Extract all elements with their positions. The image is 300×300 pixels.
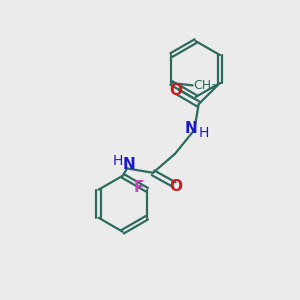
Text: N: N [185, 122, 198, 136]
Text: CH₃: CH₃ [194, 79, 217, 92]
Text: O: O [169, 179, 182, 194]
Text: O: O [169, 83, 182, 98]
Text: F: F [134, 180, 144, 195]
Text: N: N [123, 158, 136, 172]
Text: H: H [113, 154, 124, 168]
Text: H: H [199, 126, 209, 140]
